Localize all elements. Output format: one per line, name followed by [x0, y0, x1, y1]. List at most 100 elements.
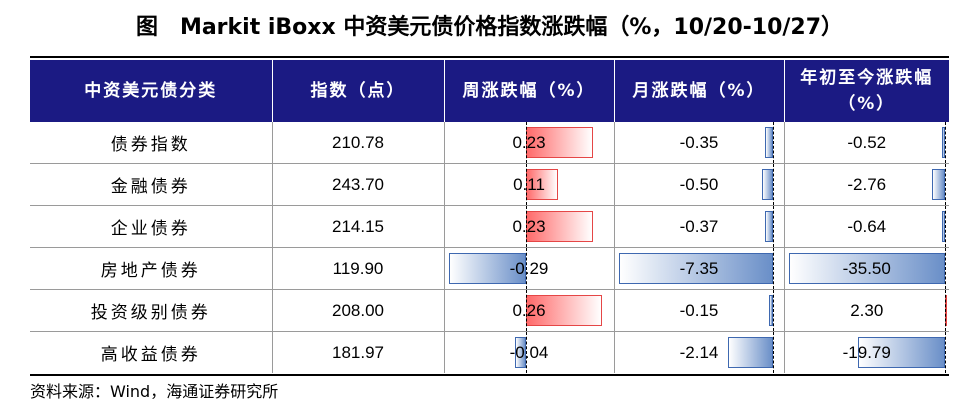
row-index-value: 214.15 — [272, 205, 445, 248]
row-week-bar — [526, 169, 559, 200]
row-index-value: 208.00 — [272, 289, 445, 332]
header-ytd: 年初至今涨跌幅（%） — [784, 60, 949, 122]
row-week-axis — [526, 206, 528, 247]
row-ytd-cell: 2.30 — [784, 289, 949, 332]
row-week-bar — [515, 337, 527, 368]
table-body: 债券指数 210.78 0.23 -0.35 -0.52 金融债券 243.70 0.11 -0… — [30, 122, 949, 373]
header-month: 月涨跌幅（%） — [614, 60, 785, 122]
row-week-axis — [526, 332, 528, 373]
row-week-axis — [526, 122, 528, 163]
row-ytd-value: -35.50 — [842, 258, 891, 278]
row-week-value: -0.29 — [509, 258, 549, 278]
bond-index-table: 中资美元债分类 指数（点） 周涨跌幅（%） 月涨跌幅（%） 年初至今涨跌幅（%）… — [30, 60, 949, 373]
row-week-cell: 0.23 — [444, 122, 615, 164]
row-ytd-cell: -19.79 — [784, 332, 949, 373]
header-category: 中资美元债分类 — [30, 60, 273, 122]
row-month-value: -0.50 — [679, 174, 719, 194]
row-month-value: -7.35 — [679, 258, 719, 278]
row-ytd-value: -0.64 — [847, 216, 887, 236]
row-month-value: -0.15 — [679, 300, 719, 320]
row-ytd-bar — [942, 127, 945, 158]
table-title: 图 Markit iBoxx 中资美元债价格指数涨跌幅（%，10/20-10/2… — [135, 15, 844, 40]
row-month-axis — [772, 332, 774, 373]
row-month-cell: -0.37 — [614, 205, 785, 248]
row-week-value: 0.26 — [512, 300, 546, 320]
header-row: 中资美元债分类 指数（点） 周涨跌幅（%） 月涨跌幅（%） 年初至今涨跌幅（%） — [30, 60, 949, 122]
row-ytd-bar — [941, 211, 945, 242]
row-month-bar — [727, 337, 773, 368]
row-ytd-bar — [932, 169, 945, 200]
row-category: 企业债券 — [30, 205, 273, 248]
row-week-value: 0.23 — [512, 216, 546, 236]
row-ytd-cell: -35.50 — [784, 247, 949, 290]
row-week-bar — [526, 211, 594, 242]
row-week-cell: 0.26 — [444, 289, 615, 332]
row-ytd-axis — [944, 122, 946, 163]
row-week-value: 0.23 — [512, 132, 546, 152]
row-month-bar — [769, 295, 773, 326]
table-row: 投资级别债券 208.00 0.26 -0.15 2.30 — [30, 289, 949, 332]
row-month-cell: -0.35 — [614, 122, 785, 164]
row-index-value: 243.70 — [272, 163, 445, 206]
row-week-cell: 0.11 — [444, 163, 615, 206]
row-week-axis — [526, 290, 528, 331]
row-index-value: 181.97 — [272, 331, 445, 373]
row-category: 投资级别债券 — [30, 289, 273, 332]
row-month-cell: -7.35 — [614, 247, 785, 290]
row-category: 金融债券 — [30, 163, 273, 206]
row-week-bar — [448, 253, 527, 284]
row-week-value: -0.04 — [509, 342, 549, 362]
row-month-axis — [772, 248, 774, 289]
row-week-axis — [526, 164, 528, 205]
row-ytd-cell: -2.76 — [784, 163, 949, 206]
row-index-value: 210.78 — [272, 122, 445, 164]
row-month-bar — [762, 169, 773, 200]
row-ytd-axis — [944, 290, 946, 331]
row-month-value: -0.37 — [679, 216, 719, 236]
row-month-value: -0.35 — [679, 132, 719, 152]
row-index-value: 119.90 — [272, 247, 445, 290]
header-week: 周涨跌幅（%） — [444, 60, 615, 122]
row-ytd-value: -19.79 — [842, 342, 891, 362]
table-row: 高收益债券 181.97 -0.04 -2.14 -19.79 — [30, 331, 949, 373]
row-ytd-value: 2.30 — [850, 300, 884, 320]
row-ytd-axis — [944, 248, 946, 289]
table-row: 房地产债券 119.90 -0.29 -7.35 -35.50 — [30, 247, 949, 290]
table-row: 债券指数 210.78 0.23 -0.35 -0.52 — [30, 122, 949, 164]
row-category: 高收益债券 — [30, 331, 273, 373]
row-month-cell: -2.14 — [614, 331, 785, 373]
row-month-bar — [764, 211, 773, 242]
row-month-value: -2.14 — [679, 342, 719, 362]
row-ytd-bar — [788, 253, 945, 284]
row-ytd-cell: -0.64 — [784, 205, 949, 248]
table-row: 金融债券 243.70 0.11 -0.50 -2.76 — [30, 163, 949, 206]
row-week-cell: 0.23 — [444, 205, 615, 248]
row-ytd-cell: -0.52 — [784, 122, 949, 164]
bottom-rule — [30, 374, 949, 376]
row-week-value: 0.11 — [513, 174, 545, 194]
row-month-axis — [772, 122, 774, 163]
row-ytd-bar — [857, 337, 945, 368]
row-month-axis — [772, 164, 774, 205]
header-index: 指数（点） — [272, 60, 445, 122]
row-week-axis — [526, 248, 528, 289]
row-month-axis — [772, 206, 774, 247]
row-ytd-value: -2.76 — [847, 174, 887, 194]
row-week-cell: -0.29 — [444, 247, 615, 290]
row-ytd-axis — [944, 164, 946, 205]
row-ytd-axis — [944, 206, 946, 247]
row-category: 房地产债券 — [30, 247, 273, 290]
table-row: 企业债券 214.15 0.23 -0.37 -0.64 — [30, 205, 949, 248]
row-ytd-value: -0.52 — [847, 132, 887, 152]
row-ytd-axis — [944, 332, 946, 373]
row-month-axis — [772, 290, 774, 331]
row-month-bar — [618, 253, 773, 284]
source-note: 资料来源：Wind，海通证券研究所 — [30, 382, 279, 401]
row-month-cell: -0.15 — [614, 289, 785, 332]
row-month-bar — [765, 127, 773, 158]
top-rule — [30, 56, 949, 58]
row-month-cell: -0.50 — [614, 163, 785, 206]
row-week-bar — [526, 127, 594, 158]
row-category: 债券指数 — [30, 122, 273, 164]
row-week-cell: -0.04 — [444, 331, 615, 373]
